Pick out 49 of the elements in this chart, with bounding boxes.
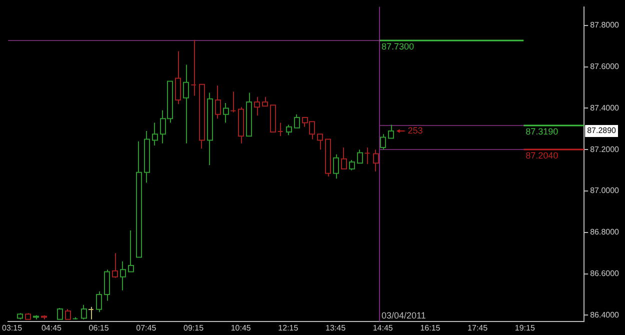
y-tick-label: 87.6000 <box>590 62 620 72</box>
x-tick-label: 14:45 <box>372 323 394 332</box>
x-tick-label: 04:45 <box>41 323 62 332</box>
candlestick <box>317 134 323 150</box>
candlestick <box>230 91 236 113</box>
y-tick-label: 86.8000 <box>590 228 620 237</box>
candlestick <box>246 92 252 137</box>
candlestick <box>120 260 126 291</box>
candlestick <box>373 149 379 172</box>
candlestick <box>254 96 260 116</box>
candlestick <box>88 306 94 320</box>
x-tick-label: 12:15 <box>278 323 299 332</box>
candlestick <box>364 147 370 165</box>
candlestick <box>341 147 347 170</box>
x-tick-label: 16:15 <box>420 323 441 332</box>
ref-line-label: 87.3190 <box>526 126 558 136</box>
x-tick-label: 09:15 <box>183 323 204 332</box>
candlestick <box>175 50 181 105</box>
y-tick-label: 86.4000 <box>590 310 620 320</box>
candlestick <box>136 140 142 258</box>
x-tick-label: 19:15 <box>514 323 536 332</box>
x-tick-label: 07:45 <box>136 323 157 332</box>
ref-line-label: 87.7300 <box>382 41 414 52</box>
candlestick <box>128 230 134 272</box>
candlestick <box>152 122 158 146</box>
x-tick-label: 17:45 <box>468 323 488 332</box>
candlestick <box>183 64 189 144</box>
ref-line-label: 87.2040 <box>526 150 558 160</box>
candlestick <box>207 92 213 166</box>
x-tick-label: 06:15 <box>88 323 110 332</box>
candlestick <box>190 39 196 96</box>
ref-line-label: 03/04/2011 <box>382 310 426 320</box>
y-tick-label: 87.2000 <box>590 144 620 154</box>
candlestick <box>112 252 118 278</box>
text: 87.2890 <box>587 126 617 136</box>
candlestick <box>215 84 221 120</box>
x-tick-label: 03:15 <box>2 323 23 332</box>
candlestick <box>223 102 229 124</box>
x-tick-label: 10:45 <box>230 323 252 332</box>
annotation: 253 <box>408 125 423 136</box>
y-tick-label: 87.4000 <box>590 103 620 112</box>
candlestick <box>277 122 284 137</box>
candlestick <box>199 84 205 150</box>
candlestick <box>238 106 244 144</box>
y-tick-label: 87.0000 <box>590 186 620 196</box>
y-tick-label: 86.6000 <box>590 269 620 278</box>
x-tick-label: 13:45 <box>326 323 346 332</box>
candlestick <box>144 130 150 184</box>
y-tick-label: 87.8000 <box>590 20 620 30</box>
